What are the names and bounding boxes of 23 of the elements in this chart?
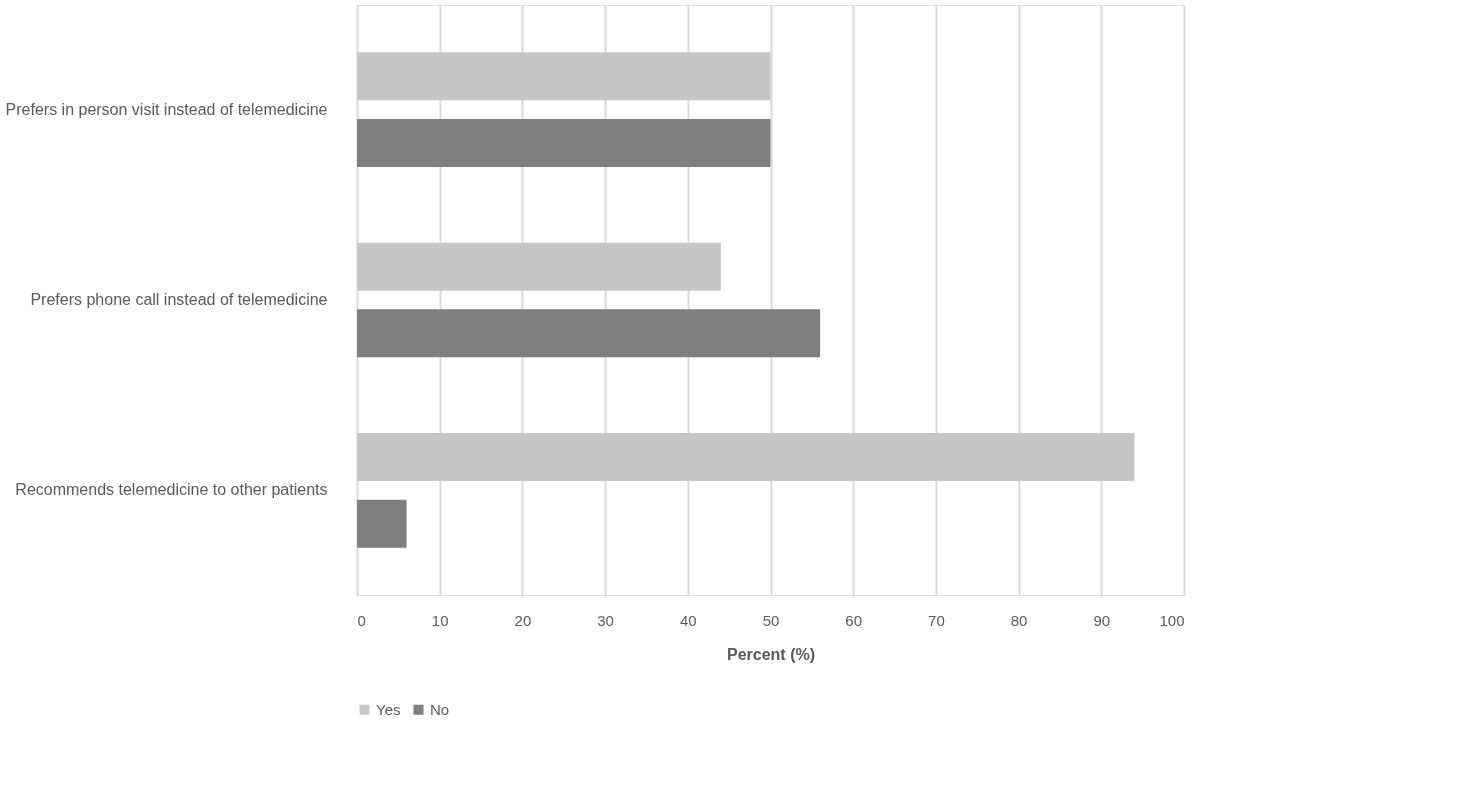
x-tick-label: 80: [1010, 611, 1028, 629]
legend-label: Yes: [376, 700, 401, 718]
x-tick-label: 100: [1159, 611, 1185, 629]
x-tick-label: 20: [514, 611, 532, 629]
x-tick-label: 60: [845, 611, 863, 629]
bar: [357, 433, 1135, 482]
x-tick-label: 50: [762, 611, 780, 629]
bar: [357, 242, 721, 291]
x-tick-label: 70: [928, 611, 945, 629]
legend-label: No: [430, 700, 450, 718]
bar: [357, 309, 821, 358]
x-tick-label: 90: [1093, 611, 1111, 629]
y-tick-label: Prefers phone call instead of telemedicine: [30, 291, 328, 308]
bar: [357, 499, 407, 548]
bar: [357, 118, 771, 167]
x-axis-title: Percent (%): [726, 645, 816, 663]
x-tick-label: 30: [597, 611, 614, 629]
y-tick-label: Prefers in person visit instead of telemedicine: [5, 100, 328, 118]
x-tick-label: 10: [431, 611, 449, 629]
x-tick-label: 40: [679, 611, 697, 629]
y-tick-label: Recommends telemedicine to other patients: [15, 481, 328, 499]
x-tick-label: 0: [357, 611, 366, 629]
bar: [357, 52, 771, 101]
